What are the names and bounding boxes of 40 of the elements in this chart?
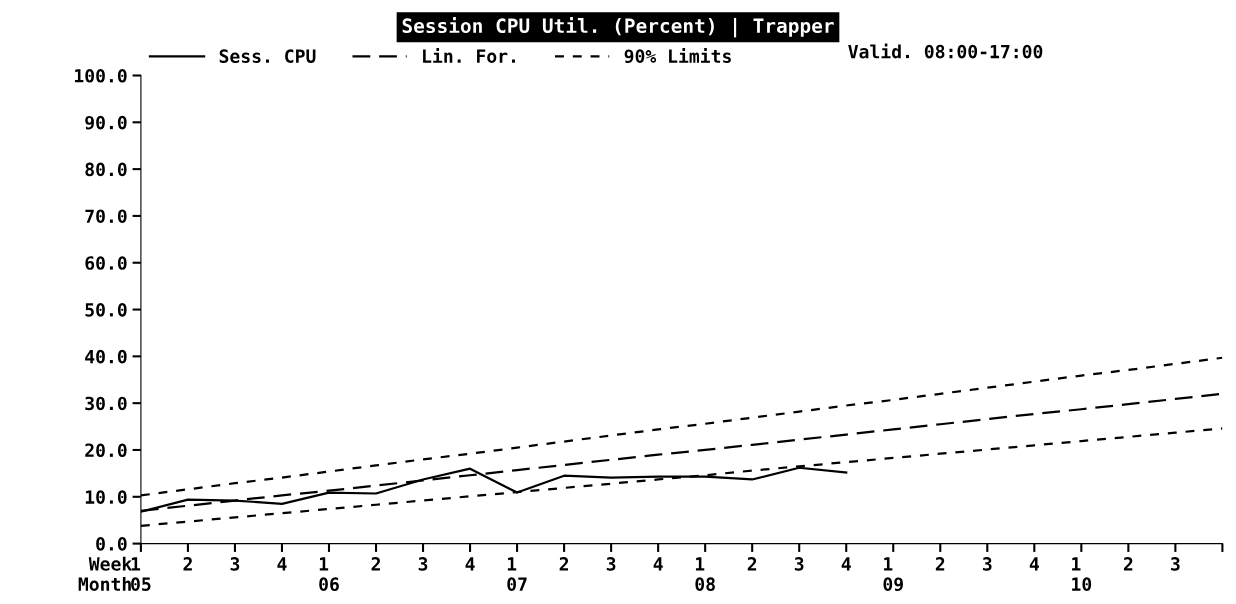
x-tick-label: 3 bbox=[230, 557, 240, 571]
y-tick-label: 20.0 bbox=[85, 443, 127, 458]
y-tick-label: 40.0 bbox=[85, 349, 127, 364]
y-tick-label: 0.0 bbox=[96, 537, 127, 551]
y-tick-label: 100.0 bbox=[75, 68, 127, 83]
y-tick-label: 50.0 bbox=[85, 303, 127, 317]
x-tick-label: 4 bbox=[277, 557, 287, 571]
x-tick-label: 1 10 bbox=[1072, 557, 1092, 591]
x-tick-label: 4 bbox=[653, 557, 663, 571]
y-tick-label: 10.0 bbox=[85, 490, 127, 504]
x-tick-label: 2 bbox=[371, 557, 380, 571]
x-tick-label: 4 bbox=[841, 557, 851, 571]
x-tick-label: 2 bbox=[747, 557, 757, 571]
x-tick-label: 3 bbox=[1171, 557, 1180, 571]
chart-title: Session CPU Util. (Percent) | Trapper bbox=[402, 16, 834, 38]
legend-label: Sess. CPU bbox=[219, 49, 316, 63]
y-tick-label: 80.0 bbox=[85, 162, 127, 177]
x-tick-label: 2 bbox=[559, 557, 569, 571]
legend-label: 90% Limits bbox=[624, 48, 731, 64]
y-tick-label: 30.0 bbox=[85, 396, 127, 411]
y-tick-label: 60.0 bbox=[85, 256, 127, 270]
x-tick-label: 2 bbox=[935, 557, 945, 571]
x-tick-label: 4 bbox=[465, 557, 475, 571]
x-tick-label: 1 08 bbox=[695, 557, 715, 591]
x-tick-label: 2 bbox=[183, 557, 192, 571]
x-tick-label: 3 bbox=[606, 557, 616, 571]
x-tick-label: 3 bbox=[794, 557, 804, 571]
y-tick-label: 90.0 bbox=[85, 115, 127, 130]
x-tick-label: 1 09 bbox=[883, 557, 903, 592]
legend-label: Lin. For. bbox=[423, 48, 515, 63]
x-tick-label: 1 05 bbox=[131, 557, 151, 591]
x-tick-label: 1 06 bbox=[319, 557, 339, 592]
x-tick-label: 3 bbox=[982, 557, 992, 571]
x-tick-label: 4 bbox=[1029, 557, 1039, 571]
x-axis-title: Week Month bbox=[78, 556, 132, 591]
x-tick-label: 2 bbox=[1123, 557, 1133, 571]
x-tick-label: 3 bbox=[418, 557, 428, 571]
x-tick-label: 1 07 bbox=[507, 557, 527, 591]
text: Valid. 08:00-17:00 bbox=[848, 43, 1043, 59]
y-tick-label: 70.0 bbox=[85, 209, 127, 224]
